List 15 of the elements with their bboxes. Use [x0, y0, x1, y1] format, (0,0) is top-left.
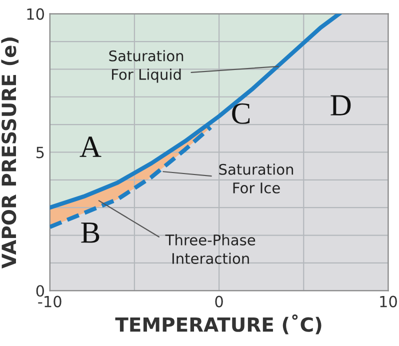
x-tick-label: 0 [215, 296, 223, 308]
annotation: B [81, 222, 100, 243]
annotation: D [330, 95, 351, 116]
annotation: Saturation For Liquid [109, 50, 184, 83]
x-tick-label: -10 [38, 296, 62, 308]
annotation: C [232, 103, 250, 124]
x-axis-title: TEMPERATURE (˚C) [115, 314, 322, 334]
y-axis-title: VAPOR PRESSURE (e) [1, 38, 19, 269]
y-tick-label: 10 [27, 8, 44, 20]
y-tick-label: 5 [36, 146, 44, 158]
x-tick-label: 10 [380, 296, 397, 308]
annotation: Three-Phase Interaction [165, 234, 256, 264]
y-tick-label: 0 [36, 285, 44, 297]
annotation: A [80, 136, 102, 157]
annotation: Saturation For Ice [219, 164, 294, 194]
